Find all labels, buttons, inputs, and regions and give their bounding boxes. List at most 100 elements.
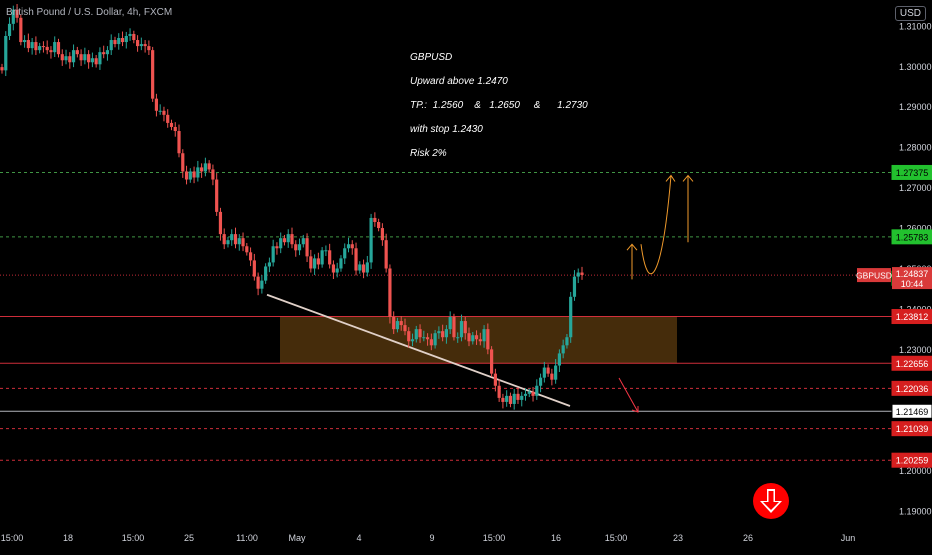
candle-body xyxy=(546,367,550,374)
candle-body xyxy=(83,54,87,61)
symbol-title: British Pound / U.S. Dollar, 4h, FXCM xyxy=(6,7,173,18)
red-level-badge-text: 1.21039 xyxy=(896,424,929,434)
candle-body xyxy=(79,54,83,61)
candle-body xyxy=(418,329,422,338)
candle-body xyxy=(196,167,200,178)
green-level-badge xyxy=(891,229,932,245)
candle-body xyxy=(177,131,181,154)
red-level-badge xyxy=(891,355,932,371)
candle-body xyxy=(490,349,494,374)
red-level-badge xyxy=(891,309,932,325)
y-tick-label: 1.31000 xyxy=(899,21,932,31)
y-tick-label: 1.20000 xyxy=(899,466,932,476)
candle-body xyxy=(113,40,117,45)
candle-body xyxy=(328,250,332,265)
down-arrow-icon xyxy=(753,483,789,519)
annotation-line-3: TP.: 1.2560 & 1.2650 & 1.2730 xyxy=(410,100,588,111)
candle-body xyxy=(388,268,392,318)
candle-body xyxy=(444,329,449,338)
candle-body xyxy=(230,234,234,241)
green-level-badge-text: 1.27375 xyxy=(896,168,929,178)
red-level-badge-text: 1.23812 xyxy=(896,312,929,322)
x-tick-label: 15:00 xyxy=(122,533,145,543)
candle-body xyxy=(248,252,253,261)
x-tick-label: 16 xyxy=(551,533,561,543)
candle-body xyxy=(192,171,196,178)
candle-body xyxy=(331,264,336,273)
candle-body xyxy=(569,296,573,338)
y-tick-label: 1.30000 xyxy=(899,62,932,72)
candle-body xyxy=(459,321,464,338)
x-tick-label: 15:00 xyxy=(1,533,24,543)
candle-body xyxy=(380,228,384,241)
candle-body xyxy=(403,325,407,332)
symbol-badge-text: GBPUSD xyxy=(856,271,892,281)
candle-body xyxy=(71,50,76,63)
y-tick-label: 1.26000 xyxy=(899,224,932,234)
candle-body xyxy=(414,329,418,340)
countdown-text: 10:44 xyxy=(901,279,924,289)
bearish-arrow xyxy=(618,377,639,413)
candle-body xyxy=(30,42,34,49)
x-tick-label: May xyxy=(288,533,306,543)
candle-body xyxy=(0,67,4,71)
currency-button[interactable]: USD xyxy=(894,6,926,21)
candle-body xyxy=(350,244,354,249)
y-tick-label: 1.27000 xyxy=(899,183,932,193)
candle-body xyxy=(550,373,554,380)
last-price-badge xyxy=(892,267,932,290)
candle-body xyxy=(448,317,452,330)
candle-body xyxy=(452,317,456,338)
red-level-badge-text: 1.22036 xyxy=(896,384,929,394)
green-level-badge xyxy=(891,164,932,180)
candle-body xyxy=(572,276,577,297)
candle-body xyxy=(316,258,320,265)
candle-body xyxy=(282,238,287,243)
candle-body xyxy=(4,35,8,71)
candle-body xyxy=(429,339,433,346)
candle-body xyxy=(538,377,543,386)
candle-body xyxy=(241,238,245,247)
candle-body xyxy=(339,258,343,269)
candle-body xyxy=(15,9,19,18)
x-tick-label: Jun xyxy=(841,533,856,543)
candle-body xyxy=(516,393,520,400)
candle-body xyxy=(554,365,558,380)
candle-body xyxy=(486,329,490,350)
candle-body xyxy=(94,58,98,65)
candle-body xyxy=(211,169,215,180)
candle-body xyxy=(346,244,351,249)
candle-body xyxy=(151,50,155,99)
candle-body xyxy=(373,217,377,222)
candle-body xyxy=(34,42,38,51)
green-level-badge-text: 1.25783 xyxy=(896,232,929,242)
candle-body xyxy=(557,353,562,366)
candle-body xyxy=(256,276,260,289)
candle-body xyxy=(267,262,272,267)
candle-body xyxy=(75,50,79,55)
y-tick-label: 1.29000 xyxy=(899,102,932,112)
candle-body xyxy=(26,40,30,49)
candle-body xyxy=(7,23,12,36)
candle-body xyxy=(478,339,482,342)
candle-body xyxy=(542,367,546,378)
red-level-badge xyxy=(891,421,932,437)
candle-body xyxy=(64,56,68,61)
candle-body xyxy=(132,33,136,41)
candle-body xyxy=(297,244,302,251)
candle-body xyxy=(275,246,279,249)
red-level-badge xyxy=(891,380,932,396)
candle-body xyxy=(173,126,177,132)
candle-body xyxy=(399,321,403,326)
candle-body xyxy=(279,238,283,249)
last-price-text: 1.24837 xyxy=(896,269,929,279)
symbol-badge xyxy=(857,268,891,283)
candle-body xyxy=(493,373,497,386)
candle-body xyxy=(467,333,471,342)
x-tick-label: 11:00 xyxy=(236,533,258,543)
x-tick-label: 23 xyxy=(673,533,683,543)
candle-body xyxy=(22,40,27,43)
candle-body xyxy=(474,335,479,340)
candle-body xyxy=(535,385,539,396)
